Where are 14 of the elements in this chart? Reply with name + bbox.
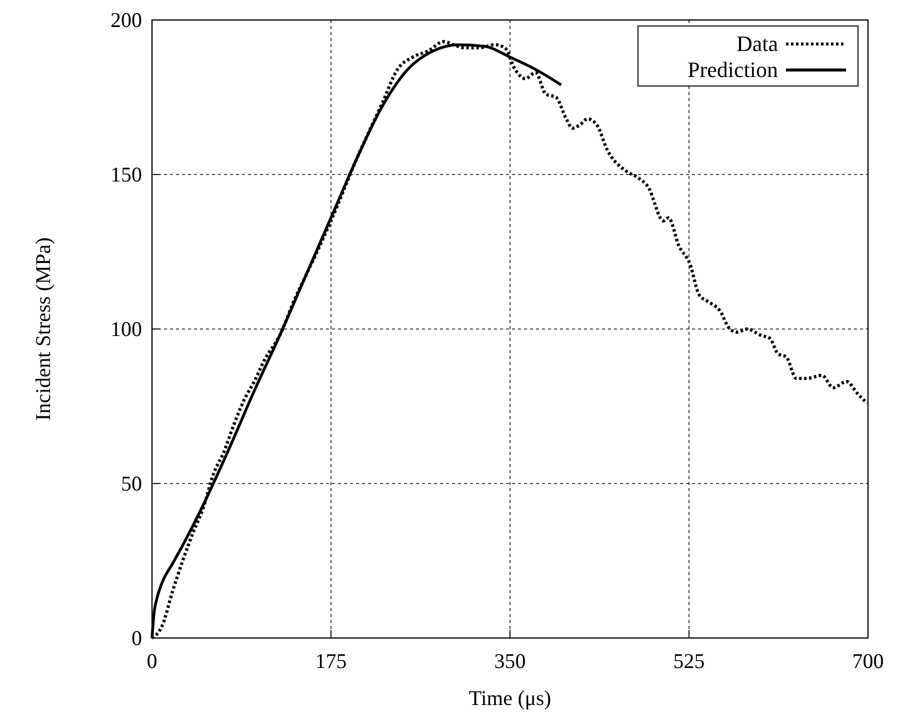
y-tick-label: 200 <box>110 8 142 32</box>
y-tick-label: 150 <box>110 162 142 186</box>
legend-label: Data <box>736 31 778 56</box>
x-tick-label: 350 <box>494 649 526 673</box>
x-tick-label: 700 <box>852 649 884 673</box>
y-tick-label: 0 <box>132 626 142 650</box>
x-axis-title: Time (μs) <box>468 686 552 710</box>
legend-label: Prediction <box>688 57 778 82</box>
x-tick-label: 175 <box>315 649 347 673</box>
y-tick-label: 50 <box>121 472 142 496</box>
y-axis-title: Incident Stress (MPa) <box>31 237 55 421</box>
y-tick-label: 100 <box>110 317 142 341</box>
x-tick-label: 0 <box>146 649 158 673</box>
x-tick-label: 525 <box>673 649 705 673</box>
